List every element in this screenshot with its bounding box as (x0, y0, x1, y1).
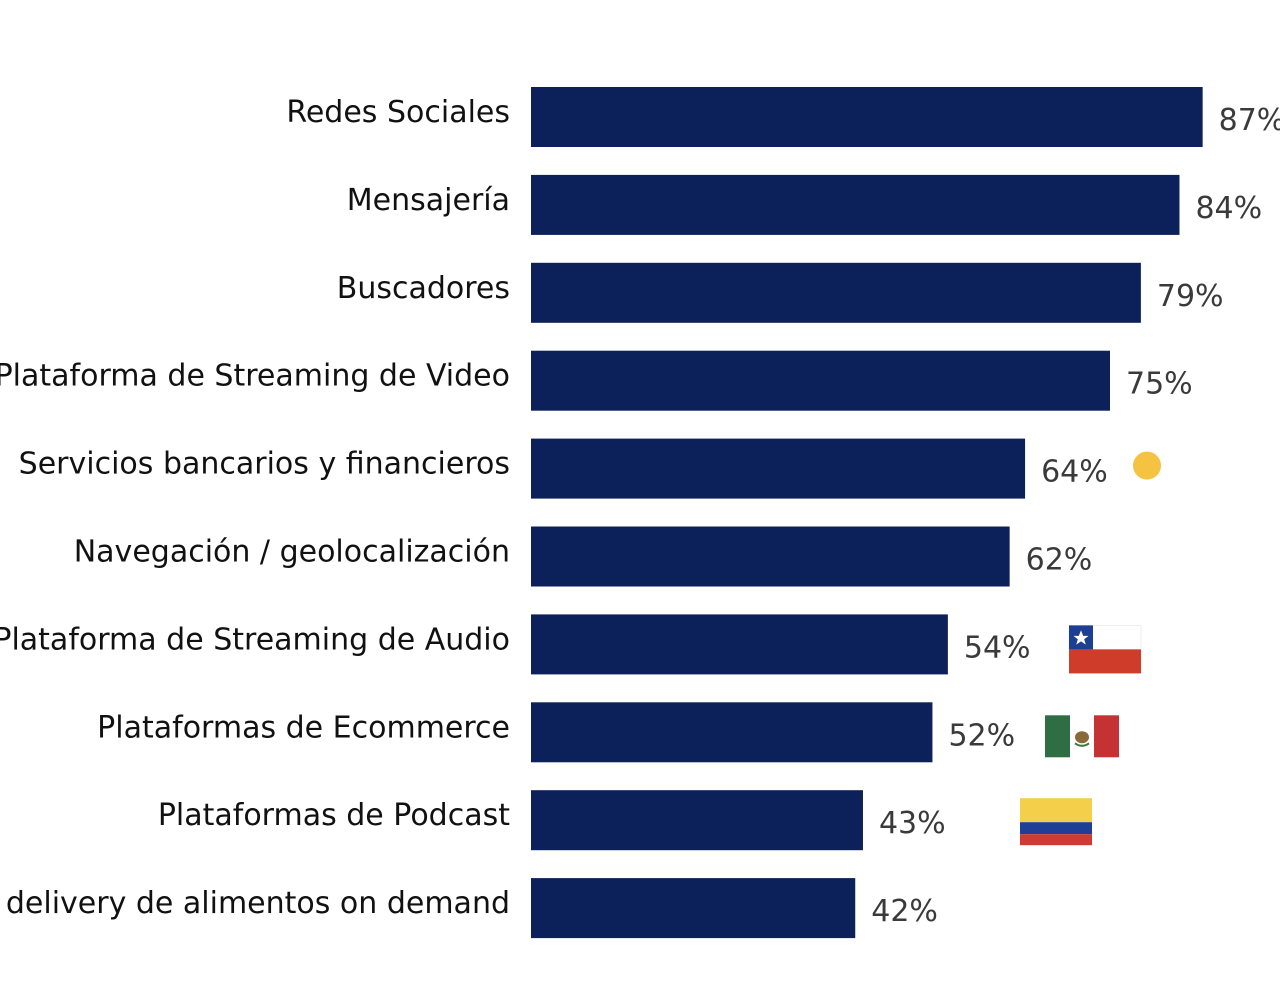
bar (531, 790, 863, 851)
category-label: Redes Sociales (286, 95, 510, 130)
value-label: 64% (1041, 455, 1108, 490)
mexico-flag-icon (1045, 715, 1119, 758)
bar (531, 614, 948, 675)
category-label: Plataforma de Streaming de Video (0, 359, 510, 394)
bar (531, 878, 856, 939)
value-label: 87% (1219, 103, 1280, 138)
bar (531, 262, 1141, 323)
chile-flag-icon (1068, 625, 1142, 674)
bar (531, 438, 1026, 499)
value-label: 79% (1157, 279, 1224, 314)
bar (531, 350, 1110, 411)
bar (531, 526, 1010, 587)
category-label: Navegación / geolocalización (74, 535, 510, 570)
value-label: 43% (879, 806, 946, 841)
value-label: 54% (964, 630, 1031, 665)
category-label: Plataforma de Streaming de Audio (0, 622, 510, 657)
bar (531, 702, 933, 763)
bar (531, 87, 1203, 147)
value-label: 62% (1026, 543, 1093, 578)
category-label: Buscadores (337, 271, 510, 306)
value-label: 75% (1126, 367, 1193, 402)
value-label: 42% (871, 894, 938, 929)
value-label: 52% (948, 718, 1015, 753)
category-label: Apps de delivery de alimentos on demand (0, 886, 510, 921)
category-label: Servicios bancarios y financieros (19, 447, 510, 482)
bar (531, 174, 1180, 235)
yellow-dot-icon (1133, 451, 1161, 480)
category-label: Mensajería (347, 183, 510, 218)
category-label: Plataformas de Ecommerce (97, 710, 510, 745)
value-label: 84% (1195, 191, 1262, 226)
category-label: Plataformas de Podcast (158, 798, 510, 833)
colombia-flag-icon (1020, 798, 1092, 846)
